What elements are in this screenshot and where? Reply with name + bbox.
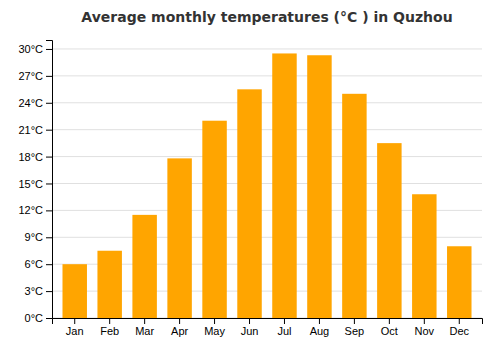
x-tick-label: Jun — [241, 325, 259, 337]
x-tick: Nov — [415, 318, 435, 337]
y-tick-mark — [46, 157, 52, 158]
x-tick: May — [204, 318, 225, 337]
y-tick-label: 30°C — [18, 43, 43, 55]
x-tick: Sep — [345, 318, 365, 337]
x-tick-mark — [109, 318, 110, 324]
bar — [167, 158, 191, 318]
y-tick: 15°C — [18, 178, 52, 190]
x-tick-mark — [74, 318, 75, 324]
x-tick-mark — [249, 318, 250, 324]
x-tick: Jun — [241, 318, 259, 337]
x-tick-label: May — [204, 325, 225, 337]
bar — [62, 264, 86, 318]
x-tick-label: Apr — [171, 325, 188, 337]
bar — [377, 143, 401, 318]
y-tick-label: 12°C — [18, 204, 43, 216]
y-tick-label: 0°C — [25, 312, 44, 324]
grid-line — [52, 48, 482, 49]
x-tick-mark — [284, 318, 285, 324]
y-tick: 0°C — [25, 312, 52, 324]
x-tick-mark — [354, 318, 355, 324]
y-tick: 27°C — [18, 70, 52, 82]
x-tick: Feb — [100, 318, 119, 337]
y-tick-mark — [46, 76, 52, 77]
y-axis-line — [46, 41, 53, 319]
y-tick: 18°C — [18, 151, 52, 163]
grid-line — [52, 102, 482, 103]
x-tick-label: Aug — [310, 325, 330, 337]
bars — [62, 53, 471, 318]
x-tick-label: Feb — [100, 325, 119, 337]
y-tick-mark — [46, 49, 52, 50]
x-axis: Jan Feb Mar Apr May Jun Jul Aug Sep Oct Nov Dec — [53, 318, 483, 337]
bar — [202, 121, 226, 318]
x-tick-mark — [214, 318, 215, 324]
x-tick-label: Dec — [449, 325, 469, 337]
x-tick-mark — [144, 318, 145, 324]
y-tick-label: 15°C — [18, 178, 43, 190]
y-tick-label: 9°C — [25, 231, 44, 243]
y-tick-mark — [46, 103, 52, 104]
x-axis-line — [53, 319, 483, 325]
x-tick: Aug — [310, 318, 330, 337]
y-tick: 21°C — [18, 124, 52, 136]
grid-line — [52, 156, 482, 157]
x-tick-label: Mar — [135, 325, 154, 337]
x-tick: Jan — [66, 318, 84, 337]
x-tick-mark — [389, 318, 390, 324]
y-tick-mark — [46, 183, 52, 184]
x-tick: Jul — [277, 318, 291, 337]
bar — [272, 53, 296, 318]
x-tick-mark — [424, 318, 425, 324]
x-tick-mark — [319, 318, 320, 324]
y-tick: 30°C — [18, 43, 52, 55]
chart: Jan Feb Mar Apr May Jun Jul Aug Sep Oct Nov Dec 0°C 3… — [0, 0, 500, 350]
bar — [447, 246, 471, 318]
grid — [52, 49, 482, 318]
y-tick: 9°C — [25, 231, 52, 243]
y-tick-label: 6°C — [25, 258, 44, 270]
grid-line — [52, 183, 482, 184]
bar — [97, 251, 121, 318]
y-tick-label: 3°C — [25, 285, 44, 297]
y-tick-label: 21°C — [18, 124, 43, 136]
y-tick-label: 18°C — [18, 151, 43, 163]
bar — [307, 55, 331, 318]
y-tick-mark — [46, 264, 52, 265]
x-tick-mark — [459, 318, 460, 324]
bar — [237, 89, 261, 318]
y-axis: 0°C 3°C 6°C 9°C 12°C 15°C 18°C 21°C 24°C 27°C 30°C — [18, 41, 52, 325]
grid-line — [52, 75, 482, 76]
y-tick-label: 24°C — [18, 97, 43, 109]
y-tick: 6°C — [25, 258, 52, 270]
y-tick: 12°C — [18, 204, 52, 216]
x-tick: Dec — [449, 318, 469, 337]
y-tick: 3°C — [25, 285, 52, 297]
y-tick-mark — [46, 237, 52, 238]
x-tick: Apr — [171, 318, 188, 337]
bar — [412, 194, 436, 318]
x-tick-label: Jul — [277, 325, 291, 337]
bar — [342, 94, 366, 318]
x-tick-label: Nov — [415, 325, 435, 337]
y-tick-mark — [46, 318, 52, 319]
x-tick-label: Jan — [66, 325, 84, 337]
bar — [132, 215, 156, 318]
x-tick-mark — [179, 318, 180, 324]
title: Average monthly temperatures (°C ) in Qu… — [81, 9, 452, 25]
y-tick: 24°C — [18, 97, 52, 109]
y-tick-label: 27°C — [18, 70, 43, 82]
grid-line — [52, 129, 482, 130]
x-tick: Oct — [381, 318, 398, 337]
y-tick-mark — [46, 210, 52, 211]
y-tick-mark — [46, 130, 52, 131]
y-tick-mark — [46, 291, 52, 292]
x-tick: Mar — [135, 318, 154, 337]
x-tick-label: Sep — [345, 325, 365, 337]
x-tick-label: Oct — [381, 325, 398, 337]
